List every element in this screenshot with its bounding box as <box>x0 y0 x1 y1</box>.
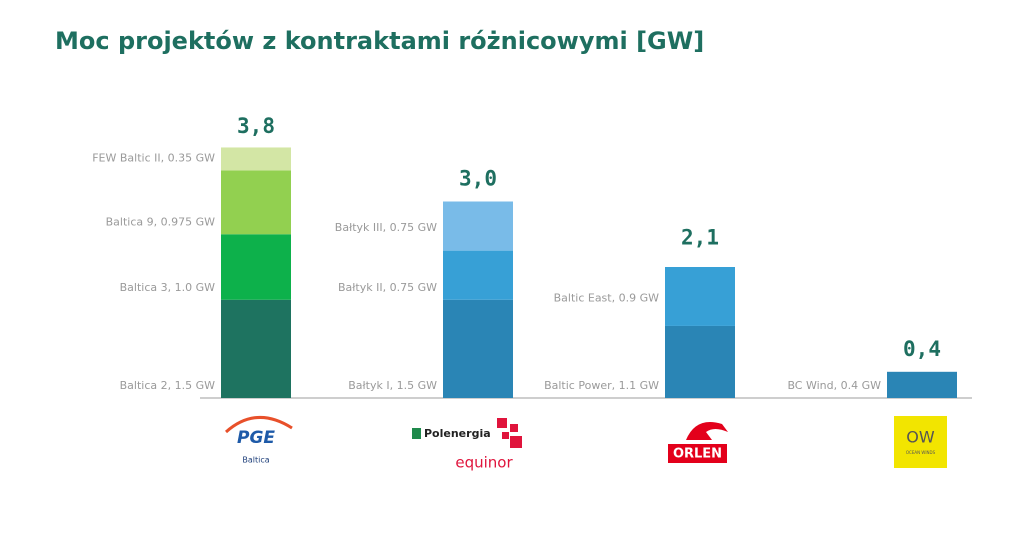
bar-segment <box>221 299 291 398</box>
bar-segment <box>665 267 735 326</box>
logo-orlen: ORLEN <box>668 422 728 463</box>
total-label: 3,0 <box>459 167 497 191</box>
segment-label: Baltic East, 0.9 GW <box>554 291 659 304</box>
logo-text: OCEAN WINDS <box>906 450 936 455</box>
bar-segment <box>221 234 291 300</box>
logo-text: Baltica <box>242 456 269 465</box>
segment-label: Baltic Power, 1.1 GW <box>544 379 659 392</box>
bar-segment <box>443 201 513 251</box>
bar-segment <box>887 371 957 398</box>
logo-polenergia-equinor: Polenergia equinor <box>412 418 522 472</box>
bar-segment <box>665 325 735 398</box>
segment-label: Baltica 9, 0.975 GW <box>106 215 216 228</box>
logo-text: ORLEN <box>673 447 722 462</box>
logo-text: Polenergia <box>424 427 491 440</box>
chart-title: Moc projektów z kontraktami różnicowymi … <box>55 27 704 55</box>
logo-text: equinor <box>455 454 513 472</box>
total-label: 3,8 <box>237 114 275 138</box>
logo-text: OW <box>906 428 935 447</box>
segment-label: FEW Baltic II, 0.35 GW <box>92 151 215 164</box>
bar-segment <box>443 250 513 300</box>
segment-label: Baltica 3, 1.0 GW <box>120 281 216 294</box>
bar-segment <box>443 299 513 398</box>
logo-text: PGE <box>237 428 275 448</box>
total-label: 0,4 <box>903 337 941 361</box>
segment-label: BC Wind, 0.4 GW <box>787 379 881 392</box>
logo-ocean-winds: OW OCEAN WINDS <box>894 416 947 468</box>
segment-label: Bałtyk III, 0.75 GW <box>335 221 437 234</box>
segment-label: Baltica 2, 1.5 GW <box>120 379 216 392</box>
total-label: 2,1 <box>681 225 719 249</box>
bar-segment <box>221 170 291 235</box>
bar-segment <box>221 147 291 171</box>
segment-label: Bałtyk II, 0.75 GW <box>338 281 437 294</box>
logo-pge: PGE Baltica <box>224 415 293 465</box>
segment-label: Bałtyk I, 1.5 GW <box>348 379 437 392</box>
